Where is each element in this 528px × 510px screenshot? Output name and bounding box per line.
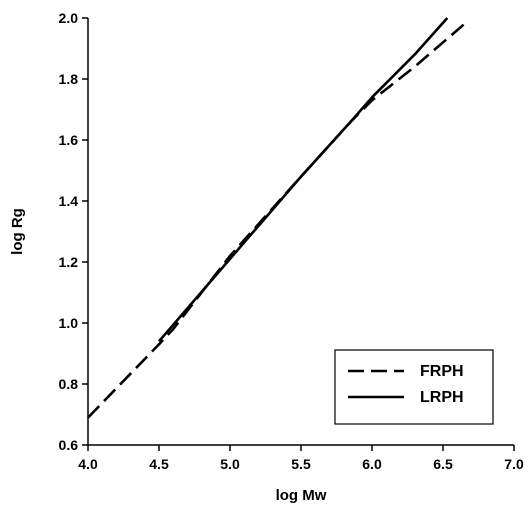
y-tick-label: 2.0 bbox=[59, 10, 79, 26]
y-tick-label: 1.0 bbox=[59, 315, 79, 331]
y-tick-label: 1.6 bbox=[59, 132, 79, 148]
y-tick-label: 1.2 bbox=[59, 254, 79, 270]
series-line-frph bbox=[87, 23, 466, 419]
y-tick-label: 0.8 bbox=[59, 376, 79, 392]
x-tick-label: 6.5 bbox=[433, 456, 453, 472]
series-layer bbox=[87, 17, 466, 419]
x-axis-label: log Mw bbox=[276, 487, 327, 504]
x-tick-label: 4.5 bbox=[149, 456, 169, 472]
x-tick-label: 5.0 bbox=[220, 456, 240, 472]
y-tick-label: 1.8 bbox=[59, 71, 79, 87]
x-tick-label: 6.0 bbox=[362, 456, 382, 472]
series-line-lrph bbox=[158, 17, 449, 343]
legend-box bbox=[334, 349, 494, 425]
y-tick-label: 1.4 bbox=[59, 193, 79, 209]
legend-label-lrph: LRPH bbox=[420, 389, 464, 406]
legend: FRPH LRPH bbox=[334, 349, 494, 425]
y-axis-label: log Rg bbox=[9, 208, 26, 255]
x-tick-label: 7.0 bbox=[504, 456, 524, 472]
x-tick-label: 4.0 bbox=[78, 456, 98, 472]
x-axis-ticks: 4.0 4.5 5.0 5.5 6.0 6.5 7.0 bbox=[78, 445, 524, 472]
y-tick-label: 0.6 bbox=[59, 437, 79, 453]
legend-label-frph: FRPH bbox=[420, 363, 464, 380]
y-axis-ticks: 0.6 0.8 1.0 1.2 1.4 1.6 1.8 2.0 bbox=[59, 10, 88, 453]
x-tick-label: 5.5 bbox=[291, 456, 311, 472]
